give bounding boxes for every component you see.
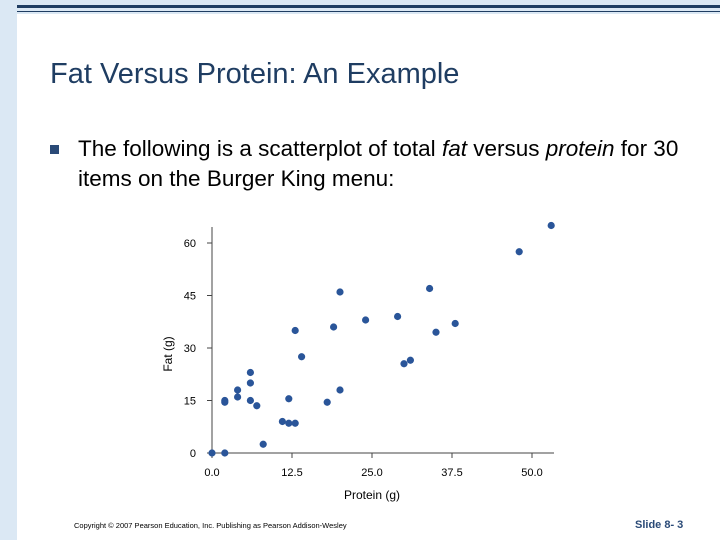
- y-tick-label: 45: [184, 291, 196, 303]
- data-point: [221, 449, 229, 457]
- data-point: [432, 328, 440, 336]
- data-point: [246, 379, 254, 387]
- scatterplot: 0.0 12.5 25.0 37.5 50.0 0 15 30 45 60 Protein (g)…: [161, 221, 555, 502]
- chart-points: [208, 221, 555, 457]
- data-point: [406, 356, 414, 364]
- data-point: [253, 402, 261, 410]
- data-point: [394, 312, 402, 321]
- x-tick-label: 37.5: [441, 467, 462, 479]
- data-point: [246, 368, 254, 377]
- bullet-text-part: for 30 items on the Burger King menu:: [78, 136, 679, 191]
- data-point: [547, 221, 555, 230]
- data-point: [291, 326, 299, 335]
- bullet-text: The following is a scatterplot of total …: [78, 134, 698, 194]
- data-point: [515, 248, 523, 256]
- data-point: [285, 419, 293, 427]
- header-rule-thin: [17, 11, 720, 12]
- data-point: [234, 393, 242, 401]
- slide-title: Fat Versus Protein: An Example: [50, 58, 460, 90]
- bullet-text-part: The following is a scatterplot of total: [78, 136, 442, 161]
- data-point: [234, 386, 242, 394]
- data-point: [323, 398, 331, 406]
- data-point: [221, 396, 229, 405]
- x-axis-title: Protein (g): [344, 488, 400, 502]
- data-point: [278, 417, 286, 426]
- bullet-marker: [50, 145, 59, 154]
- bullet-text-part: versus: [466, 136, 546, 161]
- y-tick-label: 30: [184, 343, 196, 355]
- y-tick-label: 60: [184, 238, 196, 250]
- chart-axes: [211, 227, 554, 454]
- x-tick-label: 0.0: [204, 467, 219, 479]
- data-point: [246, 396, 254, 405]
- bullet-text-part-italic: fat: [441, 136, 467, 161]
- copyright-footer: Copyright © 2007 Pearson Education, Inc.…: [74, 521, 347, 530]
- data-point: [426, 284, 434, 293]
- data-point: [285, 395, 293, 403]
- data-point: [298, 353, 306, 361]
- data-point: [259, 440, 267, 448]
- y-tick-label: 15: [184, 396, 196, 408]
- x-tick-label: 50.0: [521, 467, 542, 479]
- data-point: [330, 323, 338, 331]
- x-tick-label: 12.5: [281, 467, 302, 479]
- data-point: [400, 360, 408, 368]
- data-point: [362, 316, 370, 324]
- data-point: [336, 386, 344, 394]
- slide-number: Slide 8- 3: [635, 519, 684, 531]
- header-rule-thick: [17, 5, 720, 8]
- data-point: [451, 319, 459, 328]
- y-axis-title: Fat (g): [161, 336, 175, 371]
- y-tick-label: 0: [190, 448, 196, 460]
- data-point: [291, 419, 299, 427]
- data-point: [336, 288, 344, 296]
- data-point: [208, 449, 216, 457]
- side-accent-band: [0, 0, 17, 540]
- bullet-text-part-italic: protein: [545, 136, 615, 161]
- x-tick-label: 25.0: [361, 467, 382, 479]
- chart-ticks: 0.0 12.5 25.0 37.5 50.0 0 15 30 45 60: [184, 238, 543, 479]
